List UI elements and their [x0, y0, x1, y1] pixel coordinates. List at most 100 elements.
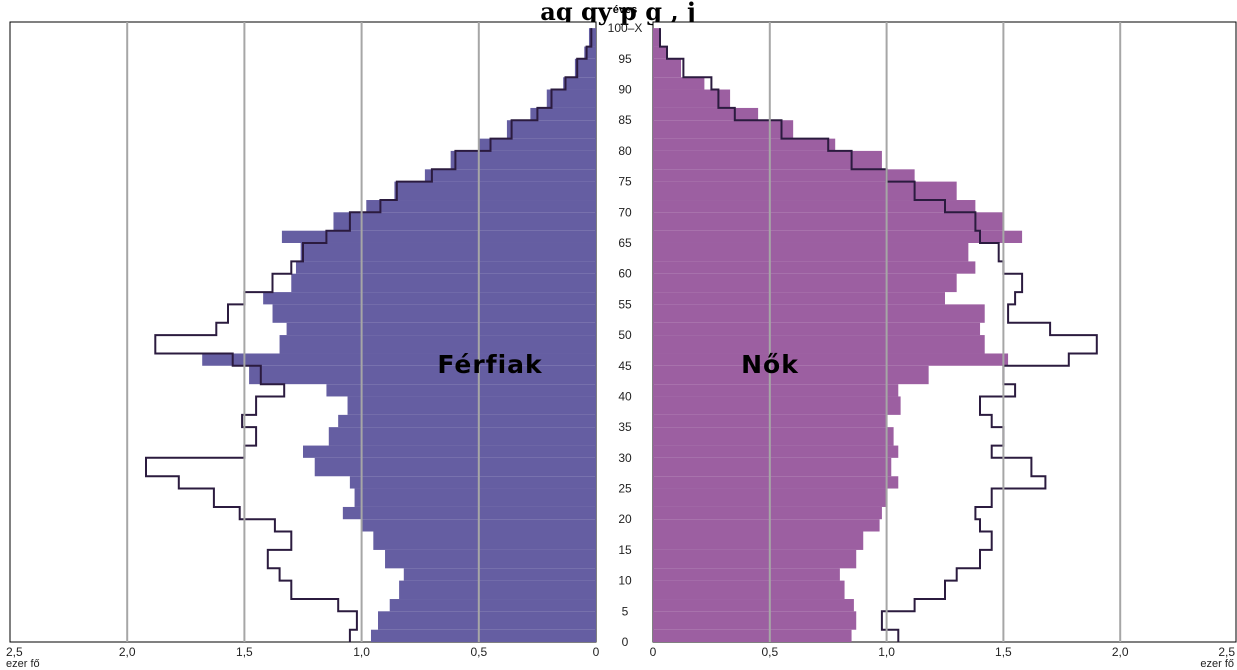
women-bar	[653, 580, 845, 600]
men-bar	[584, 46, 596, 59]
men-bar	[424, 169, 596, 182]
women-bar	[653, 304, 985, 323]
men-bar	[370, 629, 596, 642]
men-x-tick-label: 0	[593, 645, 600, 659]
men-bar	[303, 445, 596, 458]
age-tick-label: 45	[618, 359, 632, 373]
women-bar	[653, 89, 731, 108]
men-bar	[563, 77, 596, 90]
age-tick-label: 75	[618, 175, 632, 189]
women-x-tick-label: 1,0	[878, 645, 895, 659]
women-x-tick-label: 2,0	[1112, 645, 1129, 659]
women-series-label: Nők	[741, 350, 799, 379]
women-bar	[653, 273, 957, 293]
men-x-axis: ezer fő 2,5 2,0 1,5 1,0 0,5 0	[6, 645, 600, 670]
men-bar	[378, 611, 596, 630]
women-bar	[653, 28, 661, 47]
age-tick-label: 35	[618, 420, 632, 434]
age-axis-label: éves	[613, 4, 637, 16]
women-bar	[653, 200, 976, 213]
age-tick-label: 100–X	[608, 21, 643, 35]
men-bar	[366, 200, 596, 213]
women-bar	[653, 629, 852, 642]
age-tick-label: 0	[622, 635, 629, 649]
age-tick-label: 50	[618, 328, 632, 342]
men-x-tick-label: 1,5	[236, 645, 253, 659]
men-bar	[385, 549, 596, 569]
age-tick-label: 95	[618, 52, 632, 66]
men-bar	[314, 457, 596, 477]
age-tick-label: 40	[618, 389, 632, 403]
men-bar	[389, 599, 596, 612]
men-bar	[295, 261, 596, 274]
age-tick-label: 55	[618, 297, 632, 311]
women-bar	[653, 445, 899, 458]
men-bar	[281, 230, 596, 243]
men-x-tick-label: 0,5	[470, 645, 487, 659]
women-bar	[653, 58, 682, 78]
men-x-unit-label: ezer fő	[6, 658, 40, 670]
men-bar	[354, 488, 596, 507]
men-x-tick-label: 2,5	[6, 645, 23, 659]
women-bar	[653, 365, 929, 385]
men-bar	[574, 58, 596, 78]
age-tick-label: 70	[618, 205, 632, 219]
women-bar	[653, 549, 857, 569]
men-bar	[326, 384, 596, 397]
men-bar	[338, 414, 596, 428]
women-bar	[653, 476, 899, 489]
men-bar	[588, 28, 596, 47]
women-outline-line	[659, 28, 1098, 642]
women-bar	[653, 150, 882, 170]
women-bar	[653, 519, 880, 532]
women-bar	[653, 506, 882, 520]
women-bar	[653, 396, 901, 415]
women-x-tick-label: 2,5	[1218, 645, 1235, 659]
men-bar	[546, 89, 596, 108]
men-panel	[9, 21, 597, 643]
men-bar	[272, 304, 596, 323]
women-bar	[653, 427, 894, 446]
women-bar	[653, 107, 759, 121]
age-tick-label: 90	[618, 83, 632, 97]
women-bar	[653, 261, 976, 274]
women-bar	[653, 169, 915, 182]
men-bar	[478, 138, 596, 151]
women-bar	[653, 138, 836, 151]
age-axis: éves 0 5 10 15 20 25 30 35 40 45 50 55 60 65 70 75 80 85 9…	[608, 4, 643, 649]
women-x-unit-label: ezer fő	[1200, 658, 1234, 670]
age-tick-label: 85	[618, 113, 632, 127]
men-bar	[403, 568, 596, 581]
age-tick-label: 10	[618, 574, 632, 588]
men-outline-line	[145, 28, 593, 642]
men-x-tick-label: 1,0	[353, 645, 370, 659]
men-bar	[506, 120, 596, 139]
men-bar	[291, 273, 596, 293]
women-x-tick-label: 1,5	[995, 645, 1012, 659]
women-bar	[653, 120, 794, 139]
men-bar	[328, 427, 596, 446]
age-tick-label: 5	[622, 604, 629, 618]
age-tick-label: 20	[618, 512, 632, 526]
men-bar	[373, 531, 596, 550]
women-bar	[653, 568, 840, 581]
age-tick-label: 25	[618, 482, 632, 496]
age-tick-label: 80	[618, 144, 632, 158]
men-bar	[279, 335, 596, 354]
women-x-tick-label: 0	[650, 645, 657, 659]
women-bar	[653, 322, 981, 336]
men-bar	[263, 292, 596, 305]
women-bar	[653, 46, 668, 59]
men-bar	[394, 181, 596, 201]
men-bar	[450, 150, 596, 170]
women-bar	[653, 531, 864, 550]
women-bar	[653, 212, 1004, 231]
age-tick-label: 15	[618, 543, 632, 557]
men-series-label: Férfiak	[437, 350, 543, 379]
women-x-tick-label: 0,5	[761, 645, 778, 659]
women-panel	[652, 21, 1237, 643]
men-bar	[347, 396, 596, 415]
age-tick-label: 30	[618, 451, 632, 465]
women-bar	[653, 181, 957, 201]
